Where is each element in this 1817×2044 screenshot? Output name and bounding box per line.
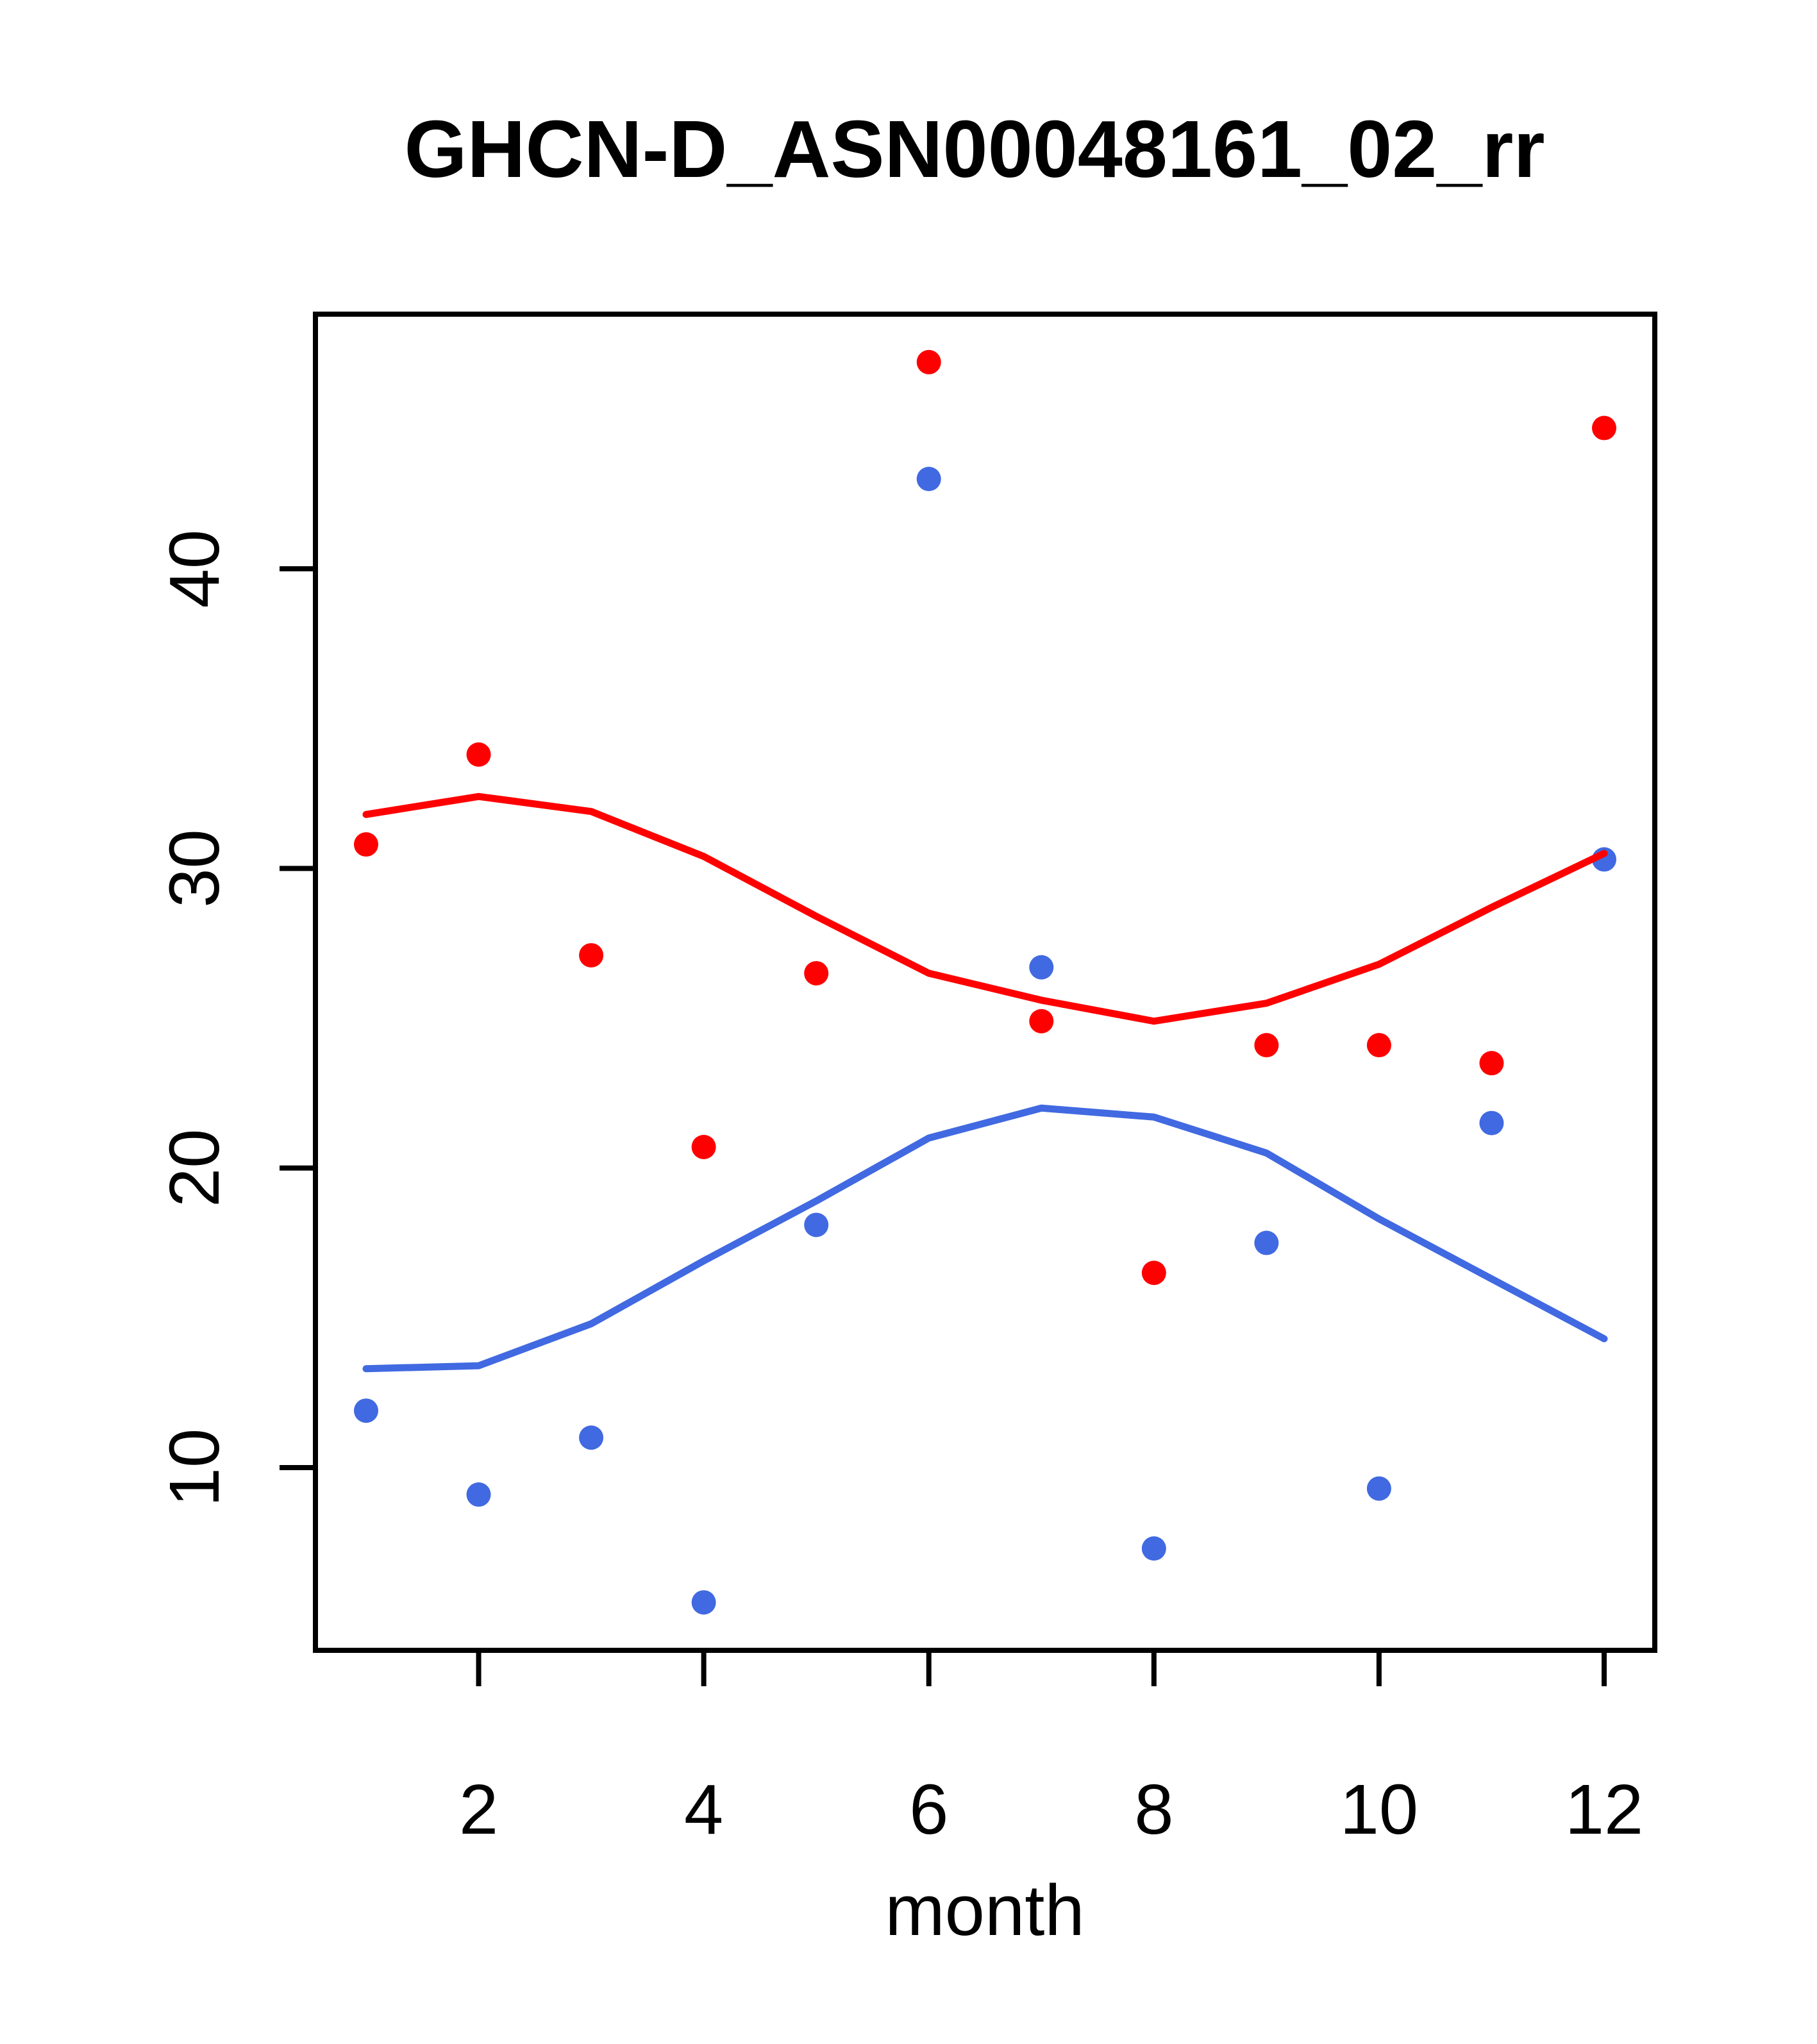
red-points-point xyxy=(579,942,604,968)
red-smooth-line xyxy=(362,792,1608,1025)
blue-points-point xyxy=(1141,1536,1166,1561)
red-points-point xyxy=(916,349,941,374)
red-points-point xyxy=(691,1134,716,1159)
plot-box xyxy=(313,312,1657,1653)
blue-points-point xyxy=(916,466,941,491)
blue-points-point xyxy=(1366,1476,1391,1501)
red-points-point xyxy=(804,960,829,985)
x-tick-label: 6 xyxy=(909,1770,948,1849)
chart-title: GHCN-D_ASN00048161_02_rr xyxy=(404,104,1545,194)
blue-points-point xyxy=(579,1425,604,1450)
y-tick-label: 40 xyxy=(155,530,234,608)
red-points-point xyxy=(1141,1261,1166,1286)
blue-points-point xyxy=(466,1482,491,1507)
red-points-point xyxy=(1592,415,1617,440)
red-points-point xyxy=(1254,1033,1279,1058)
x-tick-label: 12 xyxy=(1565,1770,1643,1849)
x-axis-title: month xyxy=(885,1870,1085,1950)
x-tick-label: 2 xyxy=(459,1770,498,1849)
red-points-point xyxy=(1366,1033,1391,1058)
red-points-point xyxy=(466,742,491,767)
x-tick-label: 8 xyxy=(1134,1770,1173,1849)
blue-points-point xyxy=(1029,955,1054,980)
red-points-point xyxy=(1029,1009,1054,1034)
y-tick-label: 30 xyxy=(155,829,234,907)
blue-smooth-line xyxy=(362,1104,1608,1373)
x-tick-label: 10 xyxy=(1340,1770,1418,1849)
blue-points-point xyxy=(1479,1110,1504,1135)
x-tick-label: 4 xyxy=(684,1770,723,1849)
blue-points-point xyxy=(804,1212,829,1237)
blue-points-point xyxy=(691,1590,716,1615)
blue-points-point xyxy=(1254,1230,1279,1255)
y-tick-label: 20 xyxy=(155,1129,234,1207)
red-points-point xyxy=(353,832,378,857)
blue-points-point xyxy=(353,1398,378,1423)
y-tick-label: 10 xyxy=(155,1428,234,1507)
red-points-point xyxy=(1479,1051,1504,1076)
